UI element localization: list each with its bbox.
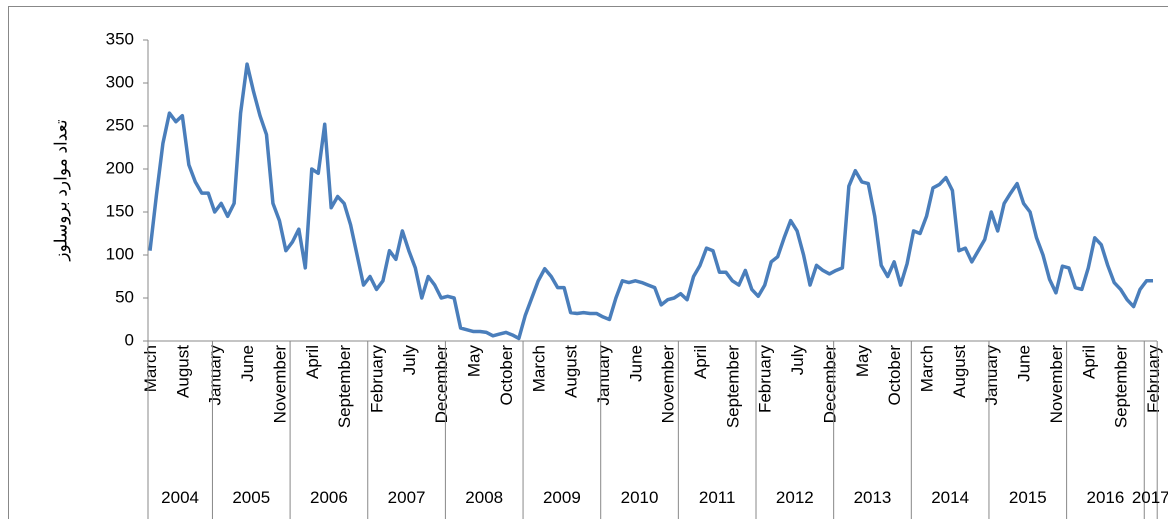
group-label: 2017: [1132, 488, 1168, 507]
group-label: 2010: [621, 488, 659, 507]
x-tick-label: November: [1047, 345, 1066, 424]
x-tick-label: July: [400, 345, 419, 376]
x-tick-label: July: [788, 345, 807, 376]
x-tick-label: January: [206, 345, 225, 406]
y-tick-label: 150: [106, 201, 134, 220]
x-tick-label: June: [1015, 345, 1034, 382]
group-label: 2014: [931, 488, 969, 507]
y-tick-label: 250: [106, 115, 134, 134]
x-tick-label: November: [270, 345, 289, 424]
x-tick-label: May: [465, 345, 484, 378]
group-label: 2007: [388, 488, 426, 507]
group-label: 2008: [465, 488, 503, 507]
x-tick-label: October: [497, 345, 516, 406]
x-tick-label: April: [1079, 345, 1098, 379]
y-tick-label: 300: [106, 72, 134, 91]
x-tick-label: June: [238, 345, 257, 382]
y-tick-label: 50: [115, 287, 134, 306]
x-tick-label: January: [982, 345, 1001, 406]
x-tick-label: August: [950, 345, 969, 398]
y-axis-label: تعداد موارد بروسلوز: [51, 119, 71, 261]
x-tick-label: March: [529, 345, 548, 392]
x-tick-label: January: [594, 345, 613, 406]
group-label: 2006: [310, 488, 348, 507]
x-tick-label: September: [723, 345, 742, 428]
data-line: [148, 62, 1153, 341]
x-tick-label: December: [432, 345, 451, 424]
group-label: 2011: [699, 488, 736, 507]
x-tick-label: April: [303, 345, 322, 379]
y-tick-label: 100: [106, 244, 134, 263]
x-tick-label: February: [1144, 345, 1163, 414]
group-label: 2004: [161, 488, 199, 507]
x-tick-label: April: [691, 345, 710, 379]
group-label: 2005: [232, 488, 270, 507]
group-label: 2012: [776, 488, 814, 507]
y-tick-label: 200: [106, 158, 134, 177]
x-tick-label: March: [141, 345, 160, 392]
x-tick-label: June: [626, 345, 645, 382]
x-tick-label: February: [756, 345, 775, 414]
group-label: 2013: [854, 488, 892, 507]
x-tick-label: March: [918, 345, 937, 392]
x-tick-label: December: [820, 345, 839, 424]
group-label: 2016: [1087, 488, 1125, 507]
group-label: 2009: [543, 488, 581, 507]
x-tick-label: September: [335, 345, 354, 428]
x-tick-label: October: [885, 345, 904, 406]
x-tick-label: September: [1112, 345, 1131, 428]
group-label: 2015: [1009, 488, 1047, 507]
x-tick-label: August: [562, 345, 581, 398]
y-tick-label: 0: [125, 330, 134, 349]
x-tick-label: November: [659, 345, 678, 424]
x-tick-label: May: [853, 345, 872, 378]
x-tick-label: August: [173, 345, 192, 398]
x-tick-label: February: [367, 345, 386, 414]
y-tick-label: 350: [106, 29, 134, 48]
frame: [8, 6, 1168, 519]
